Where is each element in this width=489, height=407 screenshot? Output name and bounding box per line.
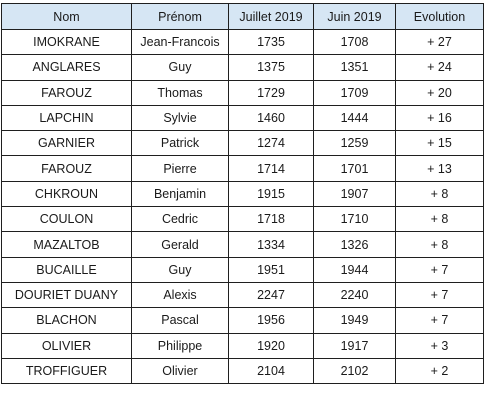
cell-juin-2019: 2240 [313, 281, 396, 309]
cell-evolution: + 2 [395, 357, 484, 385]
cell-nom: DOURIET DUANY [1, 281, 132, 309]
table-row: ANGLARES Guy 1375 1351 + 24 [1, 54, 484, 81]
cell-juillet-2019: 1460 [228, 104, 314, 132]
cell-nom: GARNIER [1, 130, 132, 157]
cell-evolution: + 16 [395, 104, 484, 132]
cell-nom: FAROUZ [1, 79, 132, 106]
cell-juin-2019: 1917 [313, 332, 396, 359]
table-body: IMOKRANE Jean-Francois 1735 1708 + 27 ANGLARE… [1, 28, 484, 385]
table-container: Nom Prénom Juillet 2019 Juin 2019 Evolut… [1, 3, 484, 385]
cell-juillet-2019: 1718 [228, 206, 314, 233]
cell-nom: MAZALTOB [1, 231, 132, 258]
cell-nom: BLACHON [1, 307, 132, 334]
cell-juillet-2019: 1956 [228, 307, 314, 334]
cell-nom: BUCAILLE [1, 256, 132, 283]
cell-juin-2019: 2102 [313, 357, 396, 385]
table-row: COULON Cedric 1718 1710 + 8 [1, 206, 484, 233]
cell-evolution: + 7 [395, 307, 484, 334]
header-juin-2019: Juin 2019 [313, 3, 396, 30]
table-header: Nom Prénom Juillet 2019 Juin 2019 Evolut… [1, 3, 484, 30]
cell-nom: FAROUZ [1, 155, 132, 182]
cell-evolution: + 20 [395, 79, 484, 106]
cell-juillet-2019: 1735 [228, 28, 314, 56]
cell-evolution: + 8 [395, 231, 484, 258]
table-row: MAZALTOB Gerald 1334 1326 + 8 [1, 231, 484, 258]
cell-juillet-2019: 1729 [228, 79, 314, 106]
cell-juin-2019: 1444 [313, 104, 396, 132]
cell-juillet-2019: 1714 [228, 155, 314, 182]
cell-juin-2019: 1944 [313, 256, 396, 283]
cell-juin-2019: 1710 [313, 206, 396, 233]
table-row: BUCAILLE Guy 1951 1944 + 7 [1, 256, 484, 283]
cell-nom: LAPCHIN [1, 104, 132, 132]
table-row: FAROUZ Thomas 1729 1709 + 20 [1, 79, 484, 106]
header-nom: Nom [1, 3, 132, 30]
cell-prenom: Guy [131, 256, 229, 283]
header-prenom: Prénom [131, 3, 229, 30]
cell-juin-2019: 1259 [313, 130, 396, 157]
header-juillet-2019: Juillet 2019 [228, 3, 314, 30]
cell-evolution: + 7 [395, 281, 484, 309]
cell-prenom: Sylvie [131, 104, 229, 132]
cell-juin-2019: 1701 [313, 155, 396, 182]
cell-juin-2019: 1708 [313, 28, 396, 56]
cell-prenom: Patrick [131, 130, 229, 157]
cell-prenom: Gerald [131, 231, 229, 258]
cell-prenom: Philippe [131, 332, 229, 359]
cell-juin-2019: 1326 [313, 231, 396, 258]
table-row: FAROUZ Pierre 1714 1701 + 13 [1, 155, 484, 182]
cell-nom: IMOKRANE [1, 28, 132, 56]
header-evolution: Evolution [395, 3, 484, 30]
cell-nom: OLIVIER [1, 332, 132, 359]
cell-juillet-2019: 1920 [228, 332, 314, 359]
cell-juillet-2019: 1951 [228, 256, 314, 283]
header-row: Nom Prénom Juillet 2019 Juin 2019 Evolut… [1, 3, 484, 30]
cell-juin-2019: 1949 [313, 307, 396, 334]
cell-juin-2019: 1709 [313, 79, 396, 106]
table-row: BLACHON Pascal 1956 1949 + 7 [1, 307, 484, 334]
cell-prenom: Pierre [131, 155, 229, 182]
cell-evolution: + 27 [395, 28, 484, 56]
cell-juillet-2019: 2247 [228, 281, 314, 309]
cell-prenom: Pascal [131, 307, 229, 334]
cell-evolution: + 8 [395, 180, 484, 208]
table-row: TROFFIGUER Olivier 2104 2102 + 2 [1, 357, 484, 385]
table-row: GARNIER Patrick 1274 1259 + 15 [1, 130, 484, 157]
cell-prenom: Thomas [131, 79, 229, 106]
cell-prenom: Benjamin [131, 180, 229, 208]
cell-prenom: Cedric [131, 206, 229, 233]
cell-evolution: + 15 [395, 130, 484, 157]
cell-juillet-2019: 1915 [228, 180, 314, 208]
cell-nom: TROFFIGUER [1, 357, 132, 385]
ratings-table: Nom Prénom Juillet 2019 Juin 2019 Evolut… [1, 3, 484, 385]
cell-evolution: + 24 [395, 54, 484, 81]
table-row: CHKROUN Benjamin 1915 1907 + 8 [1, 180, 484, 208]
cell-prenom: Olivier [131, 357, 229, 385]
cell-evolution: + 3 [395, 332, 484, 359]
table-row: OLIVIER Philippe 1920 1917 + 3 [1, 332, 484, 359]
cell-evolution: + 8 [395, 206, 484, 233]
cell-juin-2019: 1351 [313, 54, 396, 81]
cell-juillet-2019: 1274 [228, 130, 314, 157]
cell-juillet-2019: 1334 [228, 231, 314, 258]
table-row: DOURIET DUANY Alexis 2247 2240 + 7 [1, 281, 484, 309]
cell-nom: ANGLARES [1, 54, 132, 81]
cell-prenom: Guy [131, 54, 229, 81]
cell-juin-2019: 1907 [313, 180, 396, 208]
cell-nom: COULON [1, 206, 132, 233]
cell-juillet-2019: 1375 [228, 54, 314, 81]
table-row: LAPCHIN Sylvie 1460 1444 + 16 [1, 104, 484, 132]
cell-evolution: + 7 [395, 256, 484, 283]
cell-prenom: Alexis [131, 281, 229, 309]
cell-nom: CHKROUN [1, 180, 132, 208]
cell-prenom: Jean-Francois [131, 28, 229, 56]
cell-juillet-2019: 2104 [228, 357, 314, 385]
cell-evolution: + 13 [395, 155, 484, 182]
table-row: IMOKRANE Jean-Francois 1735 1708 + 27 [1, 28, 484, 56]
